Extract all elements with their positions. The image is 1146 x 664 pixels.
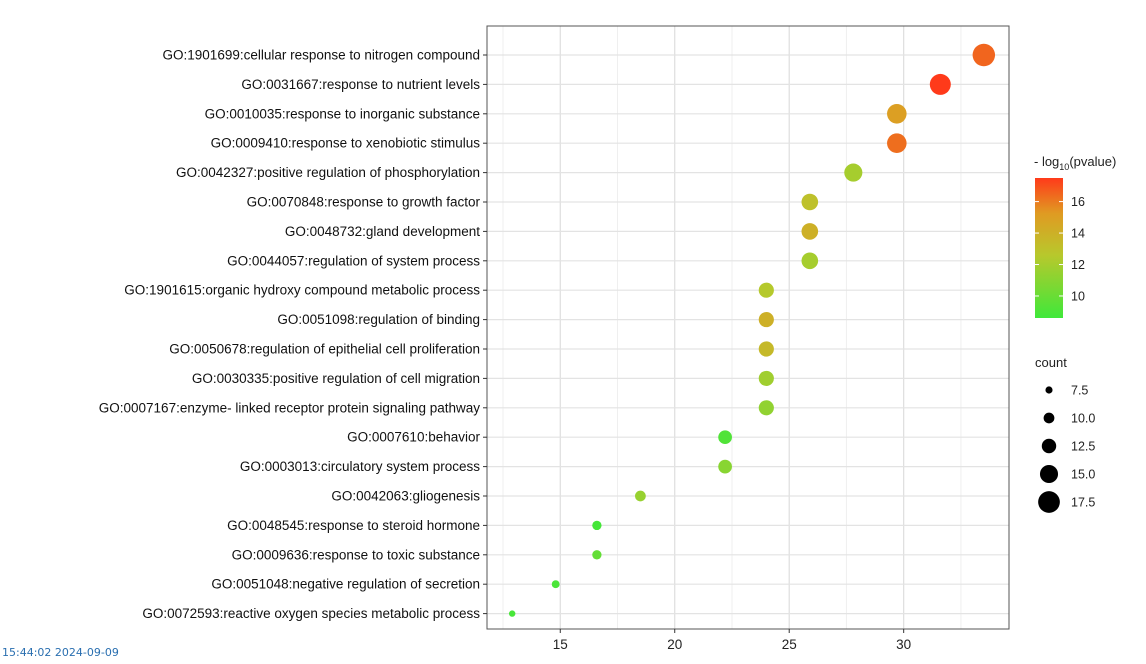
data-point <box>844 163 863 182</box>
y-tick-label: GO:0044057:regulation of system process <box>227 253 480 268</box>
size-legend-label: 17.5 <box>1071 496 1095 510</box>
size-legend-dot <box>1043 412 1055 424</box>
y-tick-label: GO:0003013:circulatory system process <box>240 459 480 474</box>
y-tick-label: GO:0009410:response to xenobiotic stimul… <box>211 136 481 151</box>
data-point <box>718 430 732 445</box>
data-point <box>801 252 819 270</box>
y-tick-label: GO:1901615:organic hydroxy compound meta… <box>124 283 480 298</box>
size-legend-dot <box>1039 464 1059 484</box>
data-point <box>718 459 732 474</box>
data-point <box>887 133 907 153</box>
y-tick-label: GO:0042327:positive regulation of phosph… <box>176 165 480 180</box>
y-tick-label: GO:1901699:cellular response to nitrogen… <box>163 48 480 63</box>
color-legend-label: 12 <box>1071 258 1085 272</box>
x-tick-label: 20 <box>667 637 682 652</box>
color-legend-label: 14 <box>1071 227 1085 241</box>
size-legend-dot <box>1041 438 1057 454</box>
data-point <box>801 223 819 240</box>
y-tick-label: GO:0010035:response to inorganic substan… <box>205 106 480 121</box>
size-legend-dot <box>1045 386 1053 394</box>
color-legend-title: - log10(pvalue) <box>1034 154 1116 172</box>
size-legend-label: 12.5 <box>1071 440 1095 454</box>
y-tick-label: GO:0070848:response to growth factor <box>247 195 481 210</box>
data-point <box>758 341 774 357</box>
y-tick-label: GO:0050678:regulation of epithelial cell… <box>169 342 480 357</box>
color-legend-label: 10 <box>1071 289 1085 303</box>
y-tick-label: GO:0042063:gliogenesis <box>331 489 480 504</box>
x-tick-label: 15 <box>553 637 568 652</box>
data-point <box>551 580 560 589</box>
data-point <box>508 610 516 617</box>
y-tick-label: GO:0051048:negative regulation of secret… <box>211 577 480 592</box>
data-point <box>758 400 774 416</box>
size-legend-items: 7.5 10.0 12.5 15.0 17.5 <box>1038 384 1095 513</box>
y-tick-label: GO:0007610:behavior <box>347 430 480 445</box>
color-legend-ticks: 10 12 14 16 <box>1035 195 1085 303</box>
y-tick-label: GO:0048732:gland development <box>285 224 480 239</box>
y-tick-label: GO:0048545:response to steroid hormone <box>227 518 480 533</box>
data-points <box>508 43 996 617</box>
plot-grid <box>487 26 1009 629</box>
x-tick-label: 30 <box>896 637 911 652</box>
size-legend-label: 7.5 <box>1071 384 1088 398</box>
y-tick-label: GO:0031667:response to nutrient levels <box>241 77 480 92</box>
data-point <box>592 550 602 560</box>
color-legend-label: 16 <box>1071 195 1085 209</box>
data-point <box>758 370 774 386</box>
y-tick-label: GO:0051098:regulation of binding <box>277 312 480 327</box>
x-tick-labels: 15 20 25 30 <box>553 629 911 652</box>
y-tick-label: GO:0072593:reactive oxygen species metab… <box>142 606 480 621</box>
plot-border <box>486 25 1010 630</box>
data-point <box>929 73 951 95</box>
size-legend-title: count <box>1035 355 1067 370</box>
y-tick-label: GO:0030335:positive regulation of cell m… <box>192 371 480 386</box>
y-tick-label: GO:0007167:enzyme- linked receptor prote… <box>99 400 480 415</box>
size-legend: count 7.5 10.0 12.5 15.0 17.5 <box>1035 355 1095 513</box>
data-point <box>758 282 774 298</box>
data-point <box>887 104 907 124</box>
data-point <box>972 43 996 67</box>
y-tick-labels: GO:1901699:cellular response to nitrogen… <box>99 48 487 621</box>
x-tick-label: 25 <box>782 637 797 652</box>
data-point <box>592 520 602 531</box>
size-legend-label: 10.0 <box>1071 412 1095 426</box>
y-tick-label: GO:0009636:response to toxic substance <box>232 547 480 562</box>
size-legend-label: 15.0 <box>1071 468 1095 482</box>
color-legend: - log10(pvalue) 10 12 14 16 <box>1034 154 1116 318</box>
size-legend-dot <box>1038 491 1060 513</box>
timestamp: 15:44:02 2024-09-09 <box>2 646 119 659</box>
color-legend-bar <box>1035 178 1063 318</box>
data-point <box>801 193 819 211</box>
data-point <box>758 312 774 328</box>
data-point <box>635 490 646 502</box>
